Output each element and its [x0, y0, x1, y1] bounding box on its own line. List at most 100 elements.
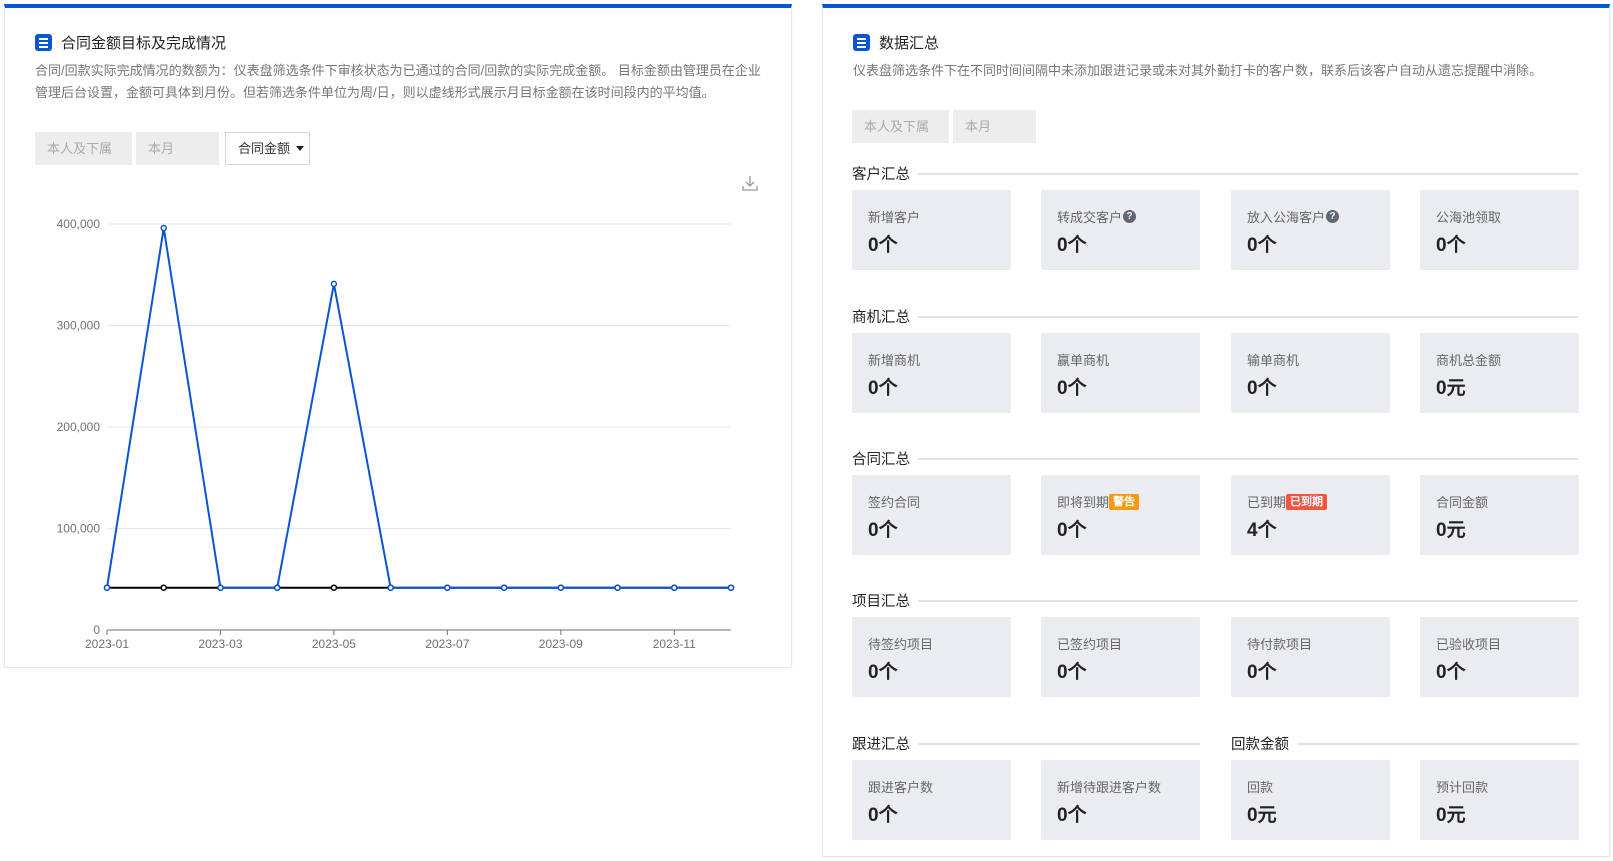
panel-title: 合同金额目标及完成情况 [35, 32, 226, 53]
help-icon[interactable]: ? [1123, 210, 1137, 223]
panel-description: 仪表盘筛选条件下在不同时间间隔中未添加跟进记录或未对其外勤打卡的客户数，联系后该… [853, 63, 1543, 78]
panel-title-text: 合同金额目标及完成情况 [61, 35, 227, 52]
download-icon[interactable] [741, 174, 759, 192]
scope-filter[interactable]: 本人及下属 [852, 110, 949, 143]
tile-label: 输单商机 [1247, 350, 1299, 369]
x-tick-label: 2023-11 [653, 637, 696, 651]
x-tick-label: 2023-01 [85, 637, 129, 651]
tile-label-text: 已验收项目 [1436, 637, 1502, 652]
summary-tile[interactable]: 待签约项目 0个 [852, 617, 1011, 697]
tile-label-text: 输单商机 [1247, 353, 1300, 368]
x-tick-label: 2023-05 [312, 637, 356, 651]
tile-label-text: 新增客户 [868, 210, 921, 225]
summary-tile[interactable]: 待付款项目 0个 [1231, 617, 1390, 697]
data-point [387, 584, 394, 591]
summary-tile[interactable]: 转成交客户? 0个 [1041, 190, 1200, 270]
y-tick-label: 200,000 [57, 420, 101, 434]
tile-value: 4个 [1247, 520, 1277, 541]
summary-tile[interactable]: 签约合同 0个 [852, 475, 1011, 555]
section-divider [918, 599, 1578, 602]
tile-label-text: 合同金额 [1436, 495, 1489, 510]
section-header: 项目汇总 [852, 590, 1578, 611]
tile-label: 转成交客户? [1057, 207, 1137, 226]
tile-value: 0元 [1436, 805, 1466, 826]
data-point [330, 280, 338, 288]
tile-label: 商机总金额 [1436, 350, 1501, 369]
tile-label-text: 已签约项目 [1057, 637, 1123, 652]
period-filter[interactable]: 本月 [953, 110, 1036, 143]
data-summary-panel: 数据汇总 仪表盘筛选条件下在不同时间间隔中未添加跟进记录或未对其外勤打卡的客户数… [822, 4, 1610, 857]
metric-dropdown[interactable]: 合同金额 [225, 132, 310, 165]
tile-label-text: 待付款项目 [1247, 637, 1313, 652]
tile-label: 待付款项目 [1247, 634, 1312, 653]
panel-title-text: 数据汇总 [879, 35, 940, 52]
tile-label: 公海池领取 [1436, 207, 1501, 226]
tile-label: 新增客户 [868, 207, 920, 226]
report-icon [853, 34, 870, 51]
summary-tile[interactable]: 已签约项目 0个 [1041, 617, 1200, 697]
summary-tile[interactable]: 已到期 已到期 4个 [1231, 475, 1390, 555]
tile-label: 已到期 已到期 [1247, 492, 1328, 511]
panel-description: 合同/回款实际完成情况的数额为：仪表盘筛选条件下审核状态为已通过的合同/回款的实… [35, 63, 761, 100]
summary-tile[interactable]: 放入公海客户? 0个 [1231, 190, 1390, 270]
tile-label-text: 商机总金额 [1436, 353, 1502, 368]
summary-tile[interactable]: 回款 0元 [1231, 760, 1390, 840]
summary-tile[interactable]: 合同金额 0元 [1420, 475, 1579, 555]
summary-tile[interactable]: 商机总金额 0元 [1420, 333, 1579, 413]
summary-tile[interactable]: 跟进客户数 0个 [852, 760, 1011, 840]
data-point [500, 584, 508, 591]
tile-value: 0个 [1057, 662, 1087, 683]
y-tick-label: 400,000 [57, 217, 101, 231]
tile-label: 新增商机 [868, 350, 920, 369]
section-header: 商机汇总 [852, 306, 1578, 327]
section-divider [918, 742, 1200, 745]
help-icon[interactable]: ? [1326, 210, 1340, 223]
tile-label-text: 预计回款 [1436, 780, 1489, 795]
data-point [444, 584, 451, 591]
tile-label-text: 签约合同 [868, 495, 921, 510]
tile-label: 放入公海客户? [1247, 207, 1340, 226]
tile-value: 0个 [868, 520, 898, 541]
summary-tile[interactable]: 即将到期 警告 0个 [1041, 475, 1200, 555]
y-tick-label: 0 [93, 623, 100, 637]
tile-value: 0个 [1436, 235, 1466, 256]
section-title: 合同汇总 [852, 452, 910, 468]
summary-tile[interactable]: 赢单商机 0个 [1041, 333, 1200, 413]
tile-label-text: 跟进客户数 [868, 780, 934, 795]
section-header: 跟进汇总 [852, 733, 1200, 754]
data-point [330, 584, 338, 591]
summary-tile[interactable]: 新增待跟进客户数 0个 [1041, 760, 1200, 840]
section-title: 跟进汇总 [852, 737, 910, 753]
tile-label-text: 即将到期 [1057, 495, 1110, 510]
summary-tile[interactable]: 新增客户 0个 [852, 190, 1011, 270]
tile-value: 0个 [868, 235, 898, 256]
tile-value: 0个 [1247, 235, 1277, 256]
tile-label-text: 转成交客户 [1057, 210, 1123, 225]
summary-tile[interactable]: 公海池领取 0个 [1420, 190, 1579, 270]
panel-title: 数据汇总 [853, 32, 939, 53]
tile-label: 待签约项目 [868, 634, 933, 653]
section-divider [918, 315, 1578, 318]
tile-label: 已验收项目 [1436, 634, 1501, 653]
period-filter[interactable]: 本月 [136, 132, 219, 165]
section-title: 回款金额 [1231, 737, 1289, 753]
x-tick-label: 2023-07 [425, 637, 469, 651]
summary-tile[interactable]: 新增商机 0个 [852, 333, 1011, 413]
tile-label-text: 新增待跟进客户数 [1057, 780, 1162, 795]
tile-value: 0个 [1057, 520, 1087, 541]
section-header: 客户汇总 [852, 163, 1578, 184]
status-badge: 警告 [1109, 493, 1140, 510]
tile-value: 0个 [1436, 662, 1466, 683]
summary-tile[interactable]: 已验收项目 0个 [1420, 617, 1579, 697]
tile-label: 合同金额 [1436, 492, 1488, 511]
data-point [671, 584, 678, 591]
y-tick-label: 300,000 [57, 319, 101, 333]
scope-filter[interactable]: 本人及下属 [35, 132, 132, 165]
report-icon [35, 34, 52, 51]
tile-value: 0个 [1247, 662, 1277, 683]
summary-tile[interactable]: 预计回款 0元 [1420, 760, 1579, 840]
section-divider [918, 457, 1578, 460]
data-point [160, 224, 167, 232]
tile-value: 0元 [1436, 378, 1466, 399]
summary-tile[interactable]: 输单商机 0个 [1231, 333, 1390, 413]
